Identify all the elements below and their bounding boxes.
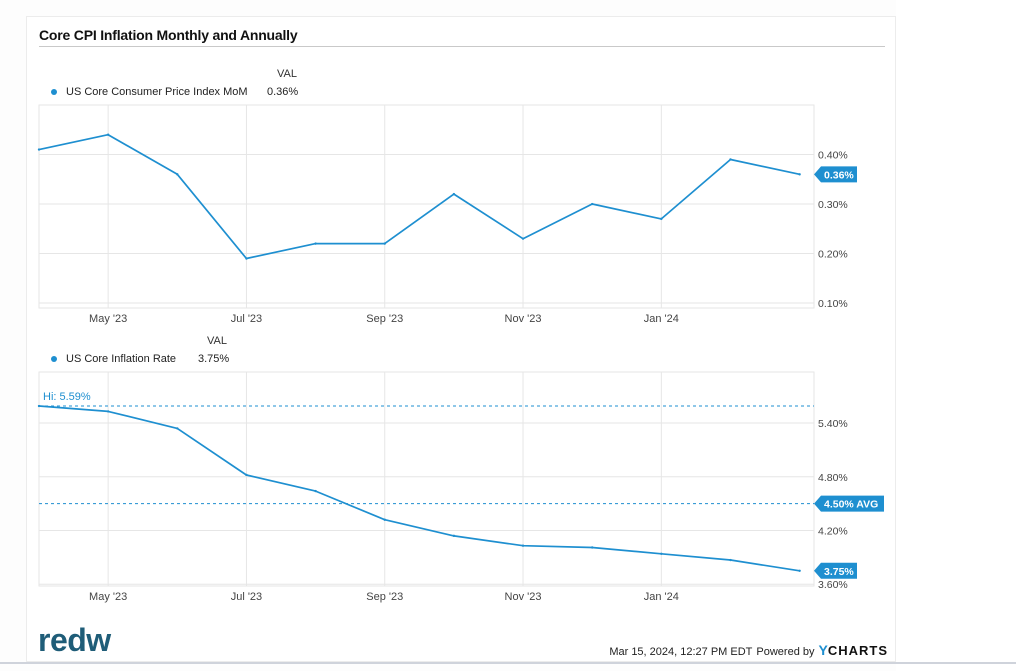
plot-frame <box>38 371 815 587</box>
x-tick-label: Jul '23 <box>231 313 262 325</box>
avg-value-text: 4.50% AVG <box>824 499 878 511</box>
x-tick-label: May '23 <box>89 313 127 325</box>
footer-credit: Mar 15, 2024, 12:27 PM EDT Powered by Y … <box>609 642 888 658</box>
data-point <box>452 192 456 196</box>
legend-val-header-1: VAL <box>277 68 297 80</box>
hi-label: Hi: 5.59% <box>43 391 91 403</box>
data-point <box>590 546 594 549</box>
last-value-text: 3.75% <box>824 566 854 578</box>
legend-series-name-1: US Core Consumer Price Index MoM <box>66 86 248 98</box>
x-tick-label: May '23 <box>89 591 127 603</box>
legend-item-mom[interactable]: US Core Consumer Price Index MoM <box>51 86 248 98</box>
x-tick-label: Jul '23 <box>231 591 262 603</box>
y-tick-label: 5.40% <box>818 418 848 430</box>
x-tick-label: Nov '23 <box>505 591 542 603</box>
x-tick-label: Sep '23 <box>366 313 403 325</box>
background-strip <box>896 0 1016 671</box>
data-point <box>176 173 179 176</box>
footer-timestamp: Mar 15, 2024, 12:27 PM EDT <box>609 646 753 658</box>
plot-frame <box>38 104 815 309</box>
data-point <box>106 133 110 136</box>
redw-logo: redw <box>38 622 111 658</box>
series-line <box>38 133 800 260</box>
data-point <box>521 544 525 547</box>
ycharts-logo-y[interactable]: Y <box>818 642 828 658</box>
data-point <box>729 158 732 161</box>
data-point <box>106 410 110 413</box>
data-point <box>452 534 456 538</box>
chart-card: Core CPI Inflation Monthly and Annually … <box>26 16 896 662</box>
data-point <box>37 404 41 408</box>
y-tick-label: 0.10% <box>818 298 848 310</box>
x-tick-label: Jan '24 <box>644 591 679 603</box>
chart-core-rate: May '23 Jul '23 Sep '23 Nov '23 Jan '24 5.40%… <box>37 371 884 603</box>
x-tick-label: Sep '23 <box>366 591 403 603</box>
chart-title: Core CPI Inflation Monthly and Annually <box>39 27 298 43</box>
data-point <box>37 148 41 151</box>
y-tick-label: 0.20% <box>818 249 848 261</box>
data-point <box>176 427 179 430</box>
data-point <box>245 257 248 260</box>
legend-series-name-2: US Core Inflation Rate <box>66 353 177 365</box>
ycharts-logo-text[interactable]: CHARTS <box>827 643 888 658</box>
legend-item-core-rate[interactable]: US Core Inflation Rate <box>51 353 176 365</box>
y-tick-label: 0.30% <box>818 199 848 211</box>
data-point <box>383 518 386 521</box>
avg-value-tag <box>814 495 884 512</box>
last-value-text: 0.36% <box>824 169 854 181</box>
data-point <box>798 569 801 572</box>
title-divider <box>39 46 885 47</box>
data-point <box>314 489 317 493</box>
x-tick-label: Nov '23 <box>505 313 542 325</box>
series-dot-icon <box>51 89 57 95</box>
legend-value-1: 0.36% <box>267 86 299 98</box>
series-dot-icon <box>51 356 57 362</box>
legend-val-header-2: VAL <box>207 335 227 347</box>
data-point <box>729 558 732 562</box>
chart-mom: May '23 Jul '23 Sep '23 Nov '23 Jan '24 0.40%… <box>37 104 857 325</box>
y-tick-label: 0.40% <box>818 150 848 162</box>
data-point <box>660 217 663 221</box>
y-tick-label: 4.20% <box>818 525 848 537</box>
y-tick-label: 3.60% <box>818 579 848 591</box>
data-point <box>521 237 525 240</box>
data-point <box>798 173 801 176</box>
legend-value-2: 3.75% <box>198 353 230 365</box>
data-point <box>383 242 386 245</box>
series-line <box>38 405 800 572</box>
data-point <box>314 242 317 245</box>
x-tick-label: Jan '24 <box>644 313 679 325</box>
data-point <box>245 473 248 477</box>
window-bottom-border <box>0 662 1016 664</box>
data-point <box>660 552 663 555</box>
y-tick-label: 4.80% <box>818 472 848 484</box>
last-value-tag <box>814 562 857 579</box>
footer-powered-by: Powered by <box>756 646 815 658</box>
data-point <box>590 202 594 206</box>
last-value-tag <box>814 166 857 183</box>
